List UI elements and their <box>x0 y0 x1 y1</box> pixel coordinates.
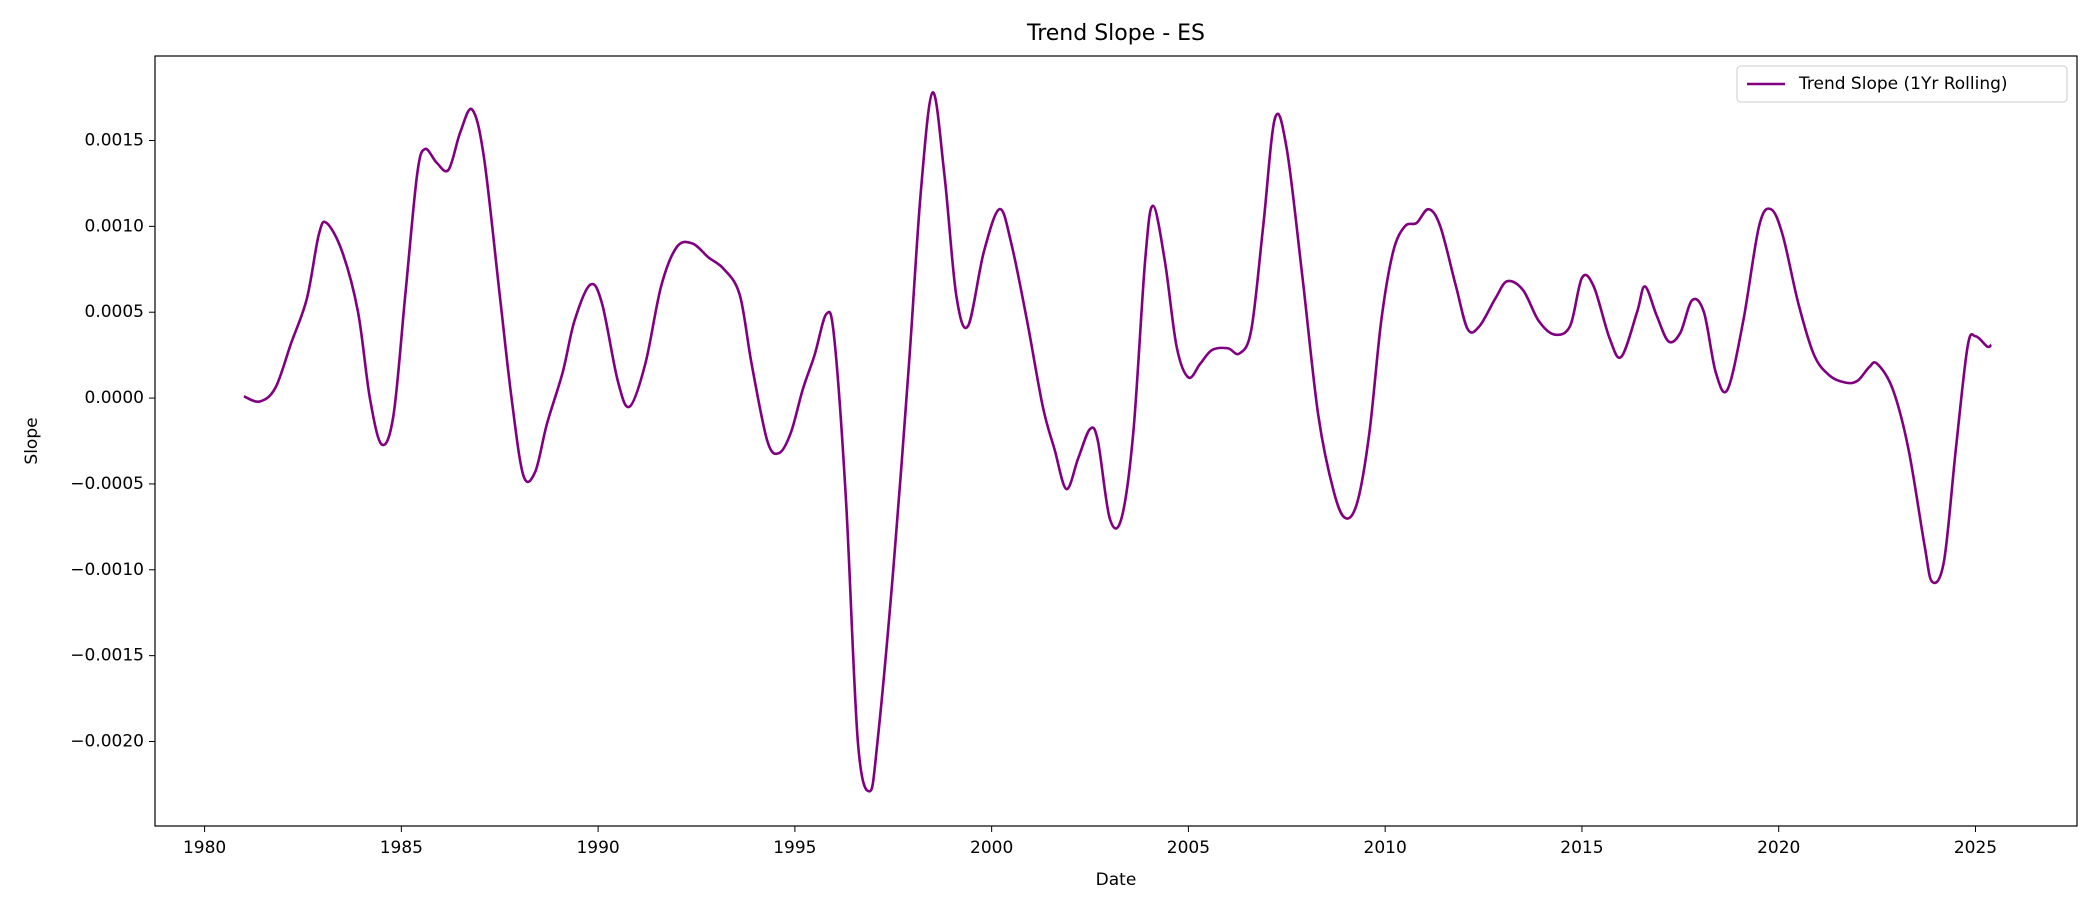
y-axis-label: Slope <box>22 417 42 464</box>
x-tick-label: 1980 <box>183 838 226 858</box>
x-tick-label: 2025 <box>1954 838 1997 858</box>
x-tick-label: 1995 <box>773 838 816 858</box>
y-tick-label: −0.0005 <box>70 474 144 494</box>
data-line <box>243 91 1993 793</box>
x-tick-label: 2000 <box>970 838 1013 858</box>
x-tick-label: 1985 <box>380 838 423 858</box>
y-tick-label: 0.0005 <box>85 302 144 322</box>
y-tick-label: 0.0015 <box>85 130 144 150</box>
x-tick-label: 2015 <box>1560 838 1603 858</box>
y-tick-label: −0.0015 <box>70 646 144 666</box>
y-tick-label: 0.0010 <box>85 216 144 236</box>
plot-frame <box>154 55 2078 827</box>
x-tick-label: 2005 <box>1167 838 1210 858</box>
y-tick-label: −0.0010 <box>70 560 144 580</box>
legend-label: Trend Slope (1Yr Rolling) <box>1798 74 2008 94</box>
x-axis-label: Date <box>1096 870 1137 890</box>
x-tick-label: 2020 <box>1757 838 1800 858</box>
x-tick-label: 2010 <box>1364 838 1407 858</box>
chart-title: Trend Slope - ES <box>1026 21 1205 46</box>
y-tick-label: 0.0000 <box>85 388 144 408</box>
y-tick-label: −0.0020 <box>70 732 144 752</box>
x-tick-label: 1990 <box>576 838 619 858</box>
legend-box <box>1736 65 2068 103</box>
